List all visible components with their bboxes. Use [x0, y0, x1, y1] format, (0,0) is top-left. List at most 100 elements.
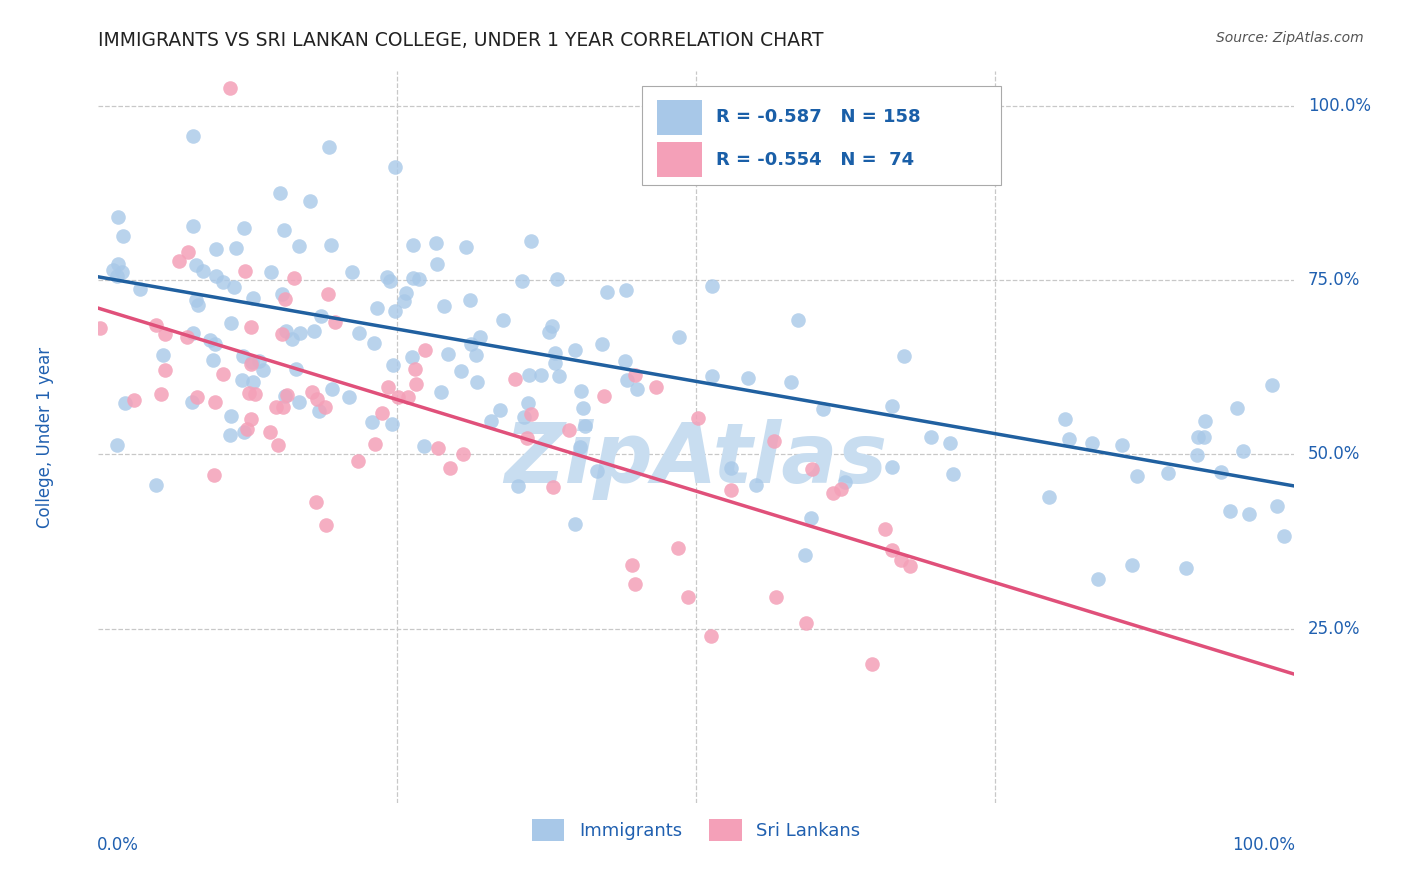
- Point: [276, 388, 298, 402]
- Point: [458, 293, 481, 308]
- Point: [1081, 436, 1104, 450]
- Point: [242, 375, 264, 389]
- Point: [177, 244, 200, 259]
- Point: [546, 271, 568, 285]
- Point: [377, 380, 399, 394]
- Point: [436, 346, 458, 360]
- Point: [626, 382, 648, 396]
- Point: [363, 335, 385, 350]
- FancyBboxPatch shape: [657, 143, 702, 178]
- Point: [181, 129, 204, 144]
- Point: [737, 370, 759, 384]
- Point: [765, 591, 787, 605]
- Point: [145, 318, 167, 333]
- Point: [744, 478, 766, 492]
- Point: [830, 483, 852, 497]
- Point: [105, 268, 128, 283]
- Text: ZipAtlas: ZipAtlas: [505, 418, 887, 500]
- Point: [260, 265, 283, 279]
- Point: [800, 511, 823, 525]
- Point: [433, 299, 456, 313]
- Point: [429, 384, 451, 399]
- Point: [401, 350, 423, 364]
- Point: [702, 369, 724, 384]
- Point: [381, 417, 404, 431]
- Point: [1237, 508, 1260, 522]
- Point: [586, 464, 609, 478]
- Point: [564, 343, 586, 358]
- Point: [596, 285, 619, 299]
- Point: [544, 345, 567, 359]
- Point: [264, 400, 287, 414]
- Text: IMMIGRANTS VS SRI LANKAN COLLEGE, UNDER 1 YEAR CORRELATION CHART: IMMIGRANTS VS SRI LANKAN COLLEGE, UNDER …: [98, 31, 824, 50]
- Point: [122, 392, 145, 407]
- Point: [319, 238, 342, 252]
- Text: College, Under 1 year: College, Under 1 year: [35, 346, 53, 528]
- Point: [1226, 401, 1249, 415]
- Point: [271, 400, 294, 414]
- Point: [382, 359, 405, 373]
- Point: [191, 263, 214, 277]
- Point: [155, 327, 177, 342]
- Point: [184, 258, 207, 272]
- Point: [307, 392, 329, 406]
- Point: [153, 362, 176, 376]
- Point: [676, 590, 699, 604]
- Point: [1156, 466, 1178, 480]
- Point: [211, 367, 233, 381]
- Point: [720, 483, 742, 497]
- Point: [834, 475, 856, 490]
- Point: [412, 439, 434, 453]
- Point: [187, 298, 209, 312]
- Text: 100.0%: 100.0%: [1232, 836, 1295, 854]
- Point: [1187, 430, 1209, 444]
- Point: [520, 234, 543, 248]
- Point: [616, 373, 638, 387]
- Point: [794, 615, 817, 630]
- Point: [811, 402, 834, 417]
- Point: [1187, 448, 1209, 462]
- Point: [538, 325, 561, 339]
- Point: [202, 468, 225, 483]
- Point: [793, 549, 815, 563]
- Point: [252, 363, 274, 377]
- Text: 25.0%: 25.0%: [1308, 620, 1361, 638]
- Point: [366, 301, 388, 315]
- Point: [247, 353, 270, 368]
- Point: [402, 237, 425, 252]
- Point: [384, 160, 406, 174]
- Point: [572, 401, 595, 416]
- Point: [360, 415, 382, 429]
- Point: [218, 428, 240, 442]
- Point: [304, 324, 326, 338]
- Point: [233, 425, 256, 439]
- Point: [219, 81, 242, 95]
- Point: [89, 321, 111, 335]
- Point: [516, 396, 538, 410]
- Point: [114, 396, 136, 410]
- Point: [1265, 500, 1288, 514]
- Point: [613, 354, 636, 368]
- Point: [364, 436, 387, 450]
- Point: [405, 376, 427, 391]
- Point: [309, 310, 332, 324]
- Point: [513, 409, 536, 424]
- Point: [198, 333, 221, 347]
- Point: [233, 263, 256, 277]
- Point: [541, 318, 564, 333]
- Point: [231, 374, 253, 388]
- Point: [467, 376, 489, 390]
- Point: [547, 368, 569, 383]
- Point: [370, 406, 392, 420]
- Point: [564, 516, 586, 531]
- Point: [541, 479, 564, 493]
- Point: [314, 401, 336, 415]
- Point: [321, 382, 343, 396]
- Point: [347, 454, 370, 468]
- Point: [623, 577, 645, 591]
- Point: [801, 462, 824, 476]
- Point: [413, 343, 436, 358]
- Point: [395, 285, 418, 300]
- Point: [204, 395, 226, 409]
- Text: R = -0.587   N = 158: R = -0.587 N = 158: [716, 109, 921, 127]
